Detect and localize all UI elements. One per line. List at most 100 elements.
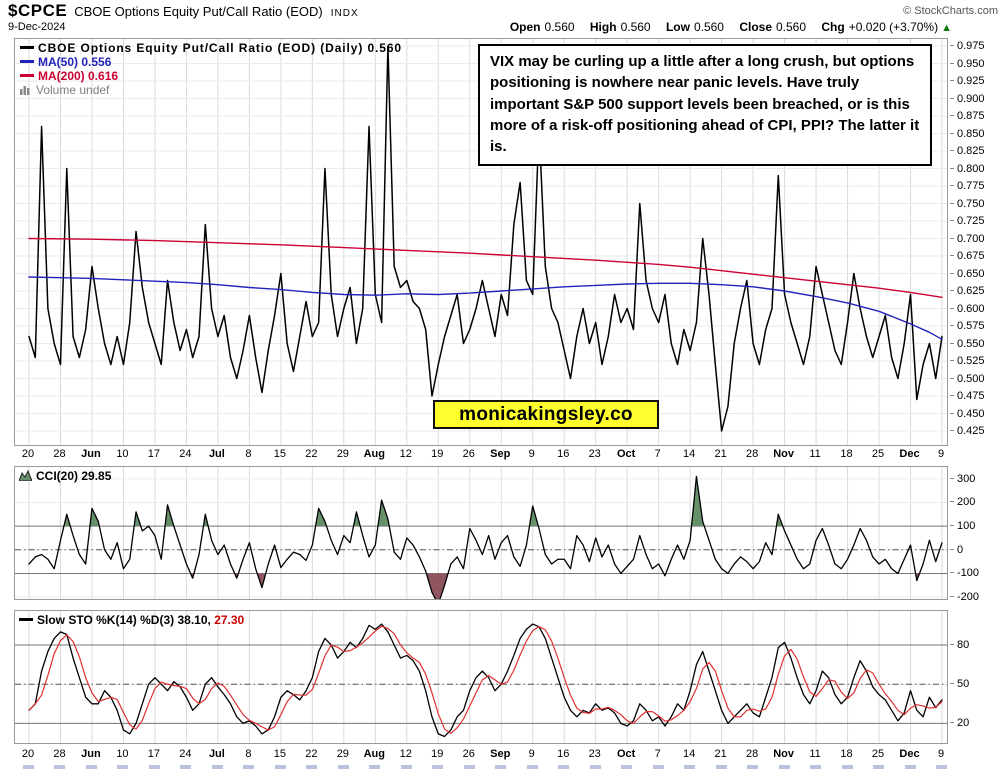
bottom-tick-mark <box>589 765 601 769</box>
change-up-icon: ▲ <box>941 22 952 34</box>
x-axis-label: 16 <box>557 448 570 460</box>
x-axis-label: 28 <box>53 448 66 460</box>
price-legend-label: CBOE Options Equity Put/Call Ratio (EOD)… <box>38 41 402 55</box>
y-axis-label: 200 <box>950 495 975 509</box>
sto-d-legend-value: 27.30 <box>214 613 245 627</box>
bottom-tick-mark <box>526 765 538 769</box>
bottom-tick-mark <box>684 765 696 769</box>
y-axis-label: 0.650 <box>950 267 985 281</box>
x-axis-label: 23 <box>588 748 601 760</box>
open-label: Open <box>509 20 541 34</box>
x-axis-label: 12 <box>399 748 412 760</box>
chart-header: $CPCE CBOE Options Equity Put/Call Ratio … <box>8 1 359 20</box>
volume-icon <box>20 86 30 95</box>
price-x-axis: 20 28 Jun 10 17 24 Jul 8 15 22 29 Aug 12 19 26 Sep 9 16 23… <box>0 448 1004 463</box>
analyst-annotation: VIX may be curling up a little after a l… <box>478 44 932 167</box>
close-value: 0.560 <box>776 20 807 34</box>
y-axis-label: 0.450 <box>950 407 985 421</box>
y-axis-label: 80 <box>950 638 969 652</box>
y-axis-label: 0.875 <box>950 109 985 123</box>
bottom-tick-mark <box>306 765 318 769</box>
x-axis-label: 22 <box>305 748 318 760</box>
x-axis-label: 8 <box>245 748 252 760</box>
bottom-tick-mark <box>621 765 633 769</box>
x-axis-label: 8 <box>245 448 252 460</box>
y-axis-label: 0.975 <box>950 39 985 53</box>
y-axis-label: 0.750 <box>950 197 985 211</box>
x-axis-label: 9 <box>937 448 945 460</box>
x-axis-label: 29 <box>336 448 349 460</box>
bottom-tick-mark <box>211 765 223 769</box>
y-axis-label: 0.775 <box>950 179 985 193</box>
x-axis-label: 17 <box>147 748 161 760</box>
x-axis-label: Dec <box>899 448 920 460</box>
cci-chart-canvas <box>15 467 947 599</box>
y-axis-label: 0.950 <box>950 57 985 71</box>
x-axis-label: 9 <box>937 748 945 760</box>
chart-title: CBOE Options Equity Put/Call Ratio (EOD) <box>74 4 323 19</box>
bottom-tick-strip <box>0 765 1004 770</box>
chart-date: 9-Dec-2024 <box>8 21 66 33</box>
x-axis-label: 25 <box>871 748 885 760</box>
sto-chart-panel <box>14 610 948 744</box>
bottom-tick-mark <box>463 765 475 769</box>
y-axis-label: 0.575 <box>950 319 985 333</box>
bottom-tick-mark <box>274 765 286 769</box>
x-axis-label: Aug <box>363 448 385 460</box>
high-value: 0.560 <box>620 20 651 34</box>
x-axis-label: Jul <box>208 748 225 760</box>
x-axis-label: 7 <box>654 448 661 460</box>
cci-y-axis: 300 200 100 0 -100 -200 <box>949 467 1003 603</box>
exchange-label: INDX <box>330 8 359 19</box>
ohlc-readout: Open 0.560 High 0.560 Low 0.560 Close 0.560 … <box>510 20 952 34</box>
x-axis-label: 14 <box>683 448 696 460</box>
x-axis-label: Nov <box>773 748 794 760</box>
y-axis-label: 0.825 <box>950 144 985 158</box>
y-axis-label: 100 <box>950 519 975 533</box>
legend-row-ma200: MA(200) 0.616 <box>20 69 402 83</box>
cci-area-icon <box>18 469 33 482</box>
bottom-tick-mark <box>715 765 727 769</box>
symbol: $CPCE <box>8 1 68 20</box>
legend-row-price: CBOE Options Equity Put/Call Ratio (EOD)… <box>20 41 402 55</box>
bottom-tick-mark <box>432 765 444 769</box>
y-axis-label: 0.525 <box>950 354 985 368</box>
y-axis-label: 0 <box>950 543 963 557</box>
chg-label: Chg <box>821 20 845 34</box>
y-axis-label: 0.500 <box>950 372 985 386</box>
y-axis-label: 20 <box>950 716 969 730</box>
sto-chart-canvas <box>15 611 947 743</box>
x-axis-label: Jun <box>81 748 101 760</box>
x-axis-label: 21 <box>714 448 727 460</box>
sto-k-line-swatch <box>19 618 33 621</box>
x-axis-label: Aug <box>363 748 385 760</box>
bottom-tick-mark <box>495 765 507 769</box>
y-axis-label: 300 <box>950 472 975 486</box>
x-axis-label: Oct <box>617 448 636 460</box>
y-axis-label: -100 <box>950 566 979 580</box>
x-axis-label: 15 <box>273 748 286 760</box>
x-axis-label: 11 <box>809 748 821 760</box>
ma200-legend-label: MA(200) 0.616 <box>38 69 119 83</box>
bottom-tick-mark <box>85 765 97 769</box>
watermark: monicakingsley.co <box>433 400 659 429</box>
y-axis-label: 0.475 <box>950 389 985 403</box>
y-axis-label: 0.700 <box>950 232 985 246</box>
x-axis-label: 23 <box>588 448 601 460</box>
bottom-tick-mark <box>54 765 66 769</box>
bottom-tick-mark <box>652 765 664 769</box>
x-axis-label: Oct <box>617 748 636 760</box>
x-axis-label: 26 <box>462 448 475 460</box>
ma50-line-swatch <box>20 60 34 63</box>
x-axis-label: 24 <box>179 748 192 760</box>
y-axis-label: 0.725 <box>950 214 985 228</box>
x-axis-label: 22 <box>305 448 318 460</box>
x-axis-label: 29 <box>336 748 349 760</box>
bottom-x-axis: 20 28 Jun 10 17 24 Jul 8 15 22 29 Aug 12 19 26 Sep 9 16 23… <box>0 748 1004 763</box>
close-label: Close <box>739 20 772 34</box>
x-axis-label: 10 <box>116 748 129 760</box>
x-axis-label: 10 <box>116 448 129 460</box>
x-axis-label: 9 <box>528 748 535 760</box>
x-axis-label: 19 <box>431 448 444 460</box>
